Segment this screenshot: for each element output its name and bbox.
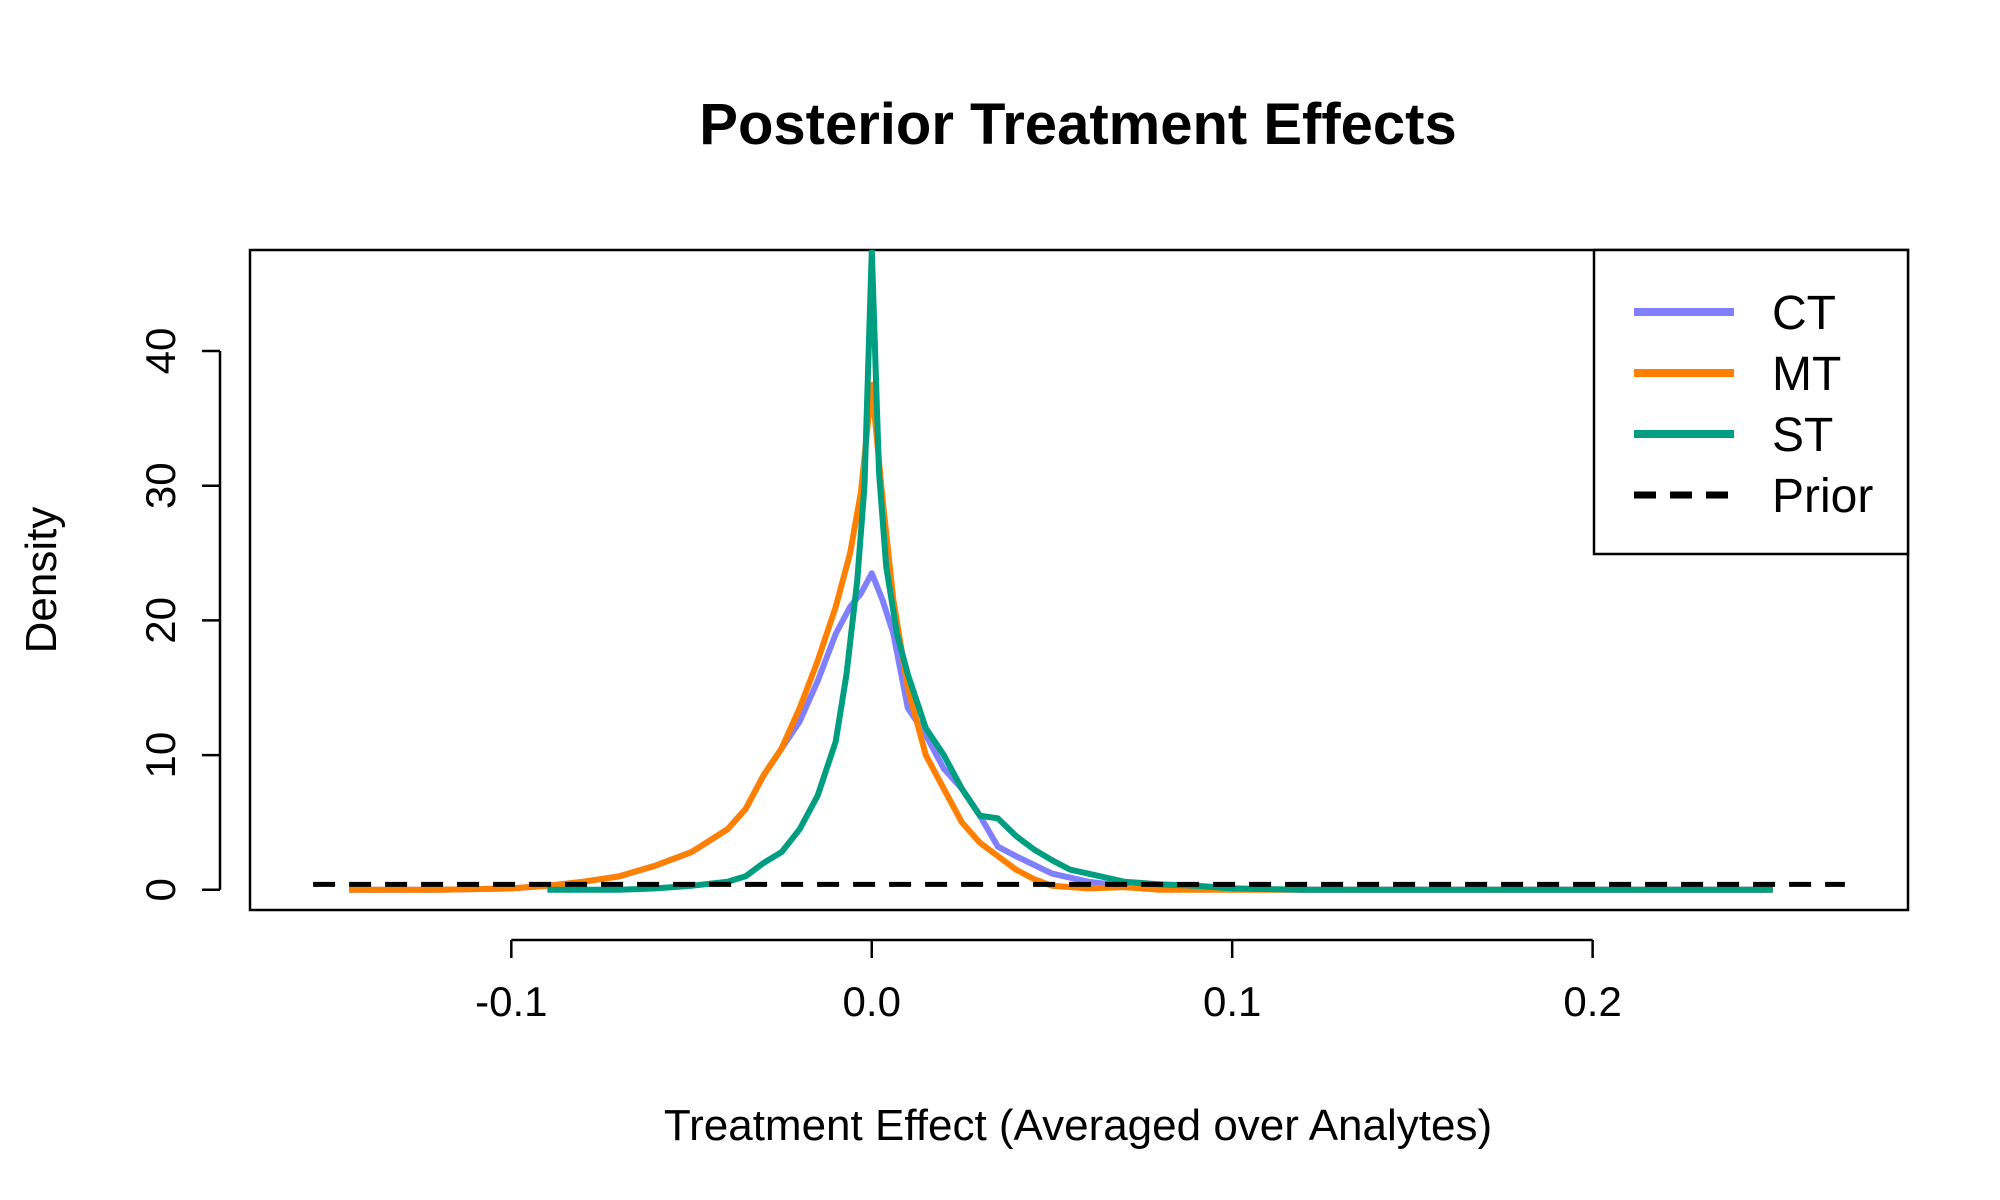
x-tick-label: 0.1 xyxy=(1203,978,1261,1025)
y-tick-label: 20 xyxy=(137,597,184,644)
series-line-mt xyxy=(349,381,1773,893)
y-tick-label: 30 xyxy=(137,462,184,509)
x-axis-title: Treatment Effect (Averaged over Analytes… xyxy=(664,1101,1492,1150)
series-line-st xyxy=(547,250,1773,893)
y-axis-title: Density xyxy=(17,507,66,654)
x-tick-label: 0.2 xyxy=(1563,978,1621,1025)
series-line-ct xyxy=(349,570,1773,893)
x-tick-label: 0.0 xyxy=(843,978,901,1025)
legend-box xyxy=(1592,248,1910,556)
plot-frame xyxy=(248,248,1910,912)
chart-title: Posterior Treatment Effects xyxy=(699,92,1456,157)
y-tick-label: 40 xyxy=(137,328,184,375)
y-tick-label: 0 xyxy=(137,878,184,901)
legend: CT MT ST Prior xyxy=(1592,248,1910,556)
series-layer xyxy=(313,250,1845,893)
legend-label-mt: MT xyxy=(1772,348,1841,401)
legend-label-prior: Prior xyxy=(1772,470,1873,523)
y-axis: 0 10 20 30 40 xyxy=(137,328,222,901)
y-tick-label: 10 xyxy=(137,732,184,779)
legend-label-ct: CT xyxy=(1772,287,1836,340)
x-tick-label: -0.1 xyxy=(475,978,547,1025)
legend-label-st: ST xyxy=(1772,409,1833,462)
x-axis: -0.1 0.0 0.1 0.2 xyxy=(475,938,1622,1025)
